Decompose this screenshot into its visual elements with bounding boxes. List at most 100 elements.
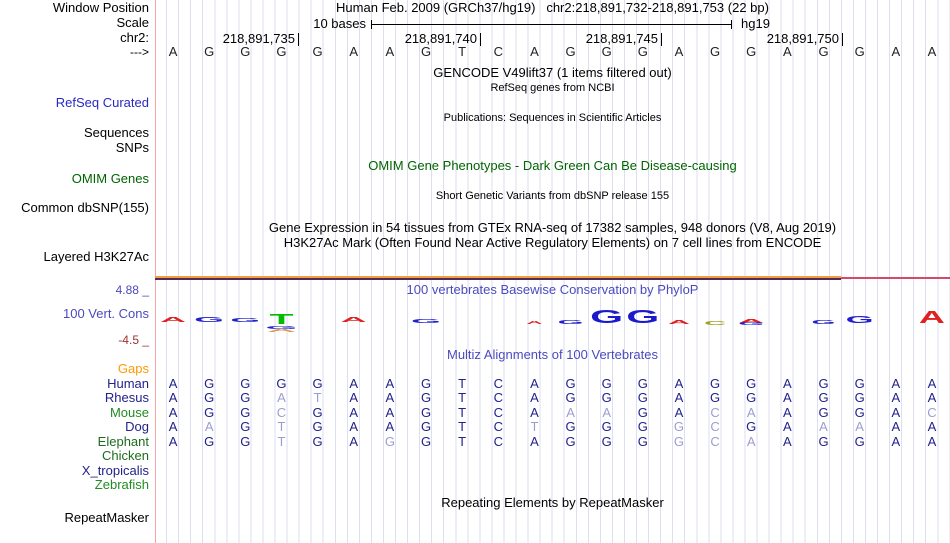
conservation-logo-letter: A (919, 307, 946, 327)
species-label-x_tropicalis[interactable]: X_tropicalis (81, 463, 149, 478)
species-label-human[interactable]: Human (107, 376, 149, 391)
alignment-base: G (854, 405, 865, 420)
scale-value: 10 bases (313, 16, 366, 31)
alignment-base: A (927, 419, 937, 434)
species-label-chicken[interactable]: Chicken (102, 448, 149, 463)
ruler-base: G (420, 44, 432, 59)
alignment-base: A (168, 405, 178, 420)
alignment-base: A (168, 434, 178, 449)
alignment-base: G (710, 390, 721, 405)
multiz-track-title[interactable]: Multiz Alignments of 100 Vertebrates (446, 347, 658, 362)
alignment-base: G (710, 376, 721, 391)
conservation-logo-letter: G (590, 306, 623, 327)
alignment-base: G (601, 434, 612, 449)
alignment-base: G (637, 376, 648, 391)
alignment-base: G (240, 390, 251, 405)
alignment-base: G (601, 419, 612, 434)
conservation-logo-letter: A (160, 315, 190, 324)
alignment-base: A (530, 434, 539, 449)
alignment-base: A (783, 419, 792, 434)
ruler-base: G (204, 44, 215, 59)
conservation-logo-letter: G (194, 315, 226, 324)
alignment-base: G (240, 419, 251, 434)
dbsnp-track-title[interactable]: Short Genetic Variants from dbSNP releas… (435, 190, 670, 202)
ruler-base: G (637, 44, 648, 59)
alignment-base: A (674, 376, 684, 391)
ruler-tick (661, 33, 662, 46)
ruler-base: G (710, 44, 721, 59)
scale-bar-right-tick (731, 20, 732, 29)
species-label-dog[interactable]: Dog (125, 419, 149, 434)
ruler-base: A (927, 44, 937, 59)
alignment-base: C (493, 405, 503, 420)
alignment-base: G (673, 434, 685, 449)
alignment-base: A (819, 419, 828, 434)
alignment-base: A (783, 376, 792, 391)
alignment-base: G (746, 390, 757, 405)
alignment-base: A (855, 419, 864, 434)
ruler-position-label: 218,891,745 (585, 31, 658, 46)
alignment-base: A (891, 419, 901, 434)
track-label-dbsnp[interactable]: Common dbSNP(155) (21, 200, 149, 215)
track-label-repeatmasker[interactable]: RepeatMasker (64, 510, 149, 525)
ruler-tick (842, 33, 843, 46)
conservation-logo-letter: A (341, 315, 371, 324)
alignment-base: A (602, 405, 612, 420)
alignment-base: G (240, 405, 251, 420)
publications-track-title[interactable]: Publications: Sequences in Scientific Ar… (443, 112, 662, 124)
alignment-gaps-label[interactable]: Gaps (117, 361, 149, 376)
alignment-base: G (384, 434, 395, 449)
species-label-zebrafish[interactable]: Zebrafish (94, 477, 149, 492)
alignment-base: G (204, 376, 215, 391)
gencode-track-title[interactable]: GENCODE V49lift37 (1 items filtered out) (433, 65, 672, 80)
alignment-base: A (927, 390, 937, 405)
alignment-base: C (493, 376, 503, 391)
alignment-base: G (565, 390, 576, 405)
repeatmasker-track-title[interactable]: Repeating Elements by RepeatMasker (441, 495, 664, 510)
ruler-base: G (565, 44, 576, 59)
ruler-base: G (854, 44, 865, 59)
grid-background (155, 0, 950, 543)
alignment-base: A (746, 434, 756, 449)
alignment-base: G (240, 376, 251, 391)
conservation-track-title[interactable]: 100 vertebrates Basewise Conservation by… (406, 282, 699, 297)
alignment-base: C (493, 434, 503, 449)
refseq-track-title[interactable]: RefSeq genes from NCBI (490, 82, 615, 94)
conservation-logo-letter: G (812, 320, 839, 326)
h3k27ac-track-title[interactable]: H3K27Ac Mark (Often Found Near Active Re… (283, 235, 822, 250)
alignment-base: G (565, 419, 576, 434)
gtex-track-title[interactable]: Gene Expression in 54 tissues from GTEx … (268, 220, 837, 235)
track-label-snps[interactable]: SNPs (115, 140, 149, 155)
track-label-refseq-curated[interactable]: RefSeq Curated (55, 95, 149, 110)
alignment-base: G (854, 376, 865, 391)
alignment-base: A (204, 419, 214, 434)
alignment-base: A (349, 376, 359, 391)
alignment-base: G (312, 376, 323, 391)
alignment-base: C (493, 419, 503, 434)
omim-track-title[interactable]: OMIM Gene Phenotypes - Dark Green Can Be… (368, 158, 737, 173)
conservation-logo-letter: G (230, 318, 263, 324)
conservation-logo-letter: T (270, 312, 294, 328)
track-label-sequences[interactable]: Sequences (83, 125, 149, 140)
species-label-rhesus[interactable]: Rhesus (104, 390, 149, 405)
track-label-layered-h3k27ac[interactable]: Layered H3K27Ac (43, 249, 149, 264)
alignment-base: C (710, 405, 720, 420)
assembly-label: hg19 (741, 16, 770, 31)
track-label-100-vert-cons[interactable]: 100 Vert. Cons (63, 306, 149, 321)
track-label-omim-genes[interactable]: OMIM Genes (71, 171, 149, 186)
species-label-mouse[interactable]: Mouse (109, 405, 149, 420)
ruler-base: T (458, 44, 467, 59)
alignment-base: A (349, 405, 359, 420)
alignment-base: A (783, 405, 792, 420)
conservation-logo-letter: G (846, 315, 874, 326)
window-position-label: Window Position (52, 0, 149, 15)
alignment-base: C (493, 390, 503, 405)
alignment-base: A (891, 434, 901, 449)
species-label-elephant[interactable]: Elephant (97, 434, 149, 449)
alignment-base: A (891, 376, 901, 391)
alignment-base: T (458, 390, 467, 405)
alignment-base: G (746, 419, 757, 434)
alignment-base: A (530, 405, 539, 420)
